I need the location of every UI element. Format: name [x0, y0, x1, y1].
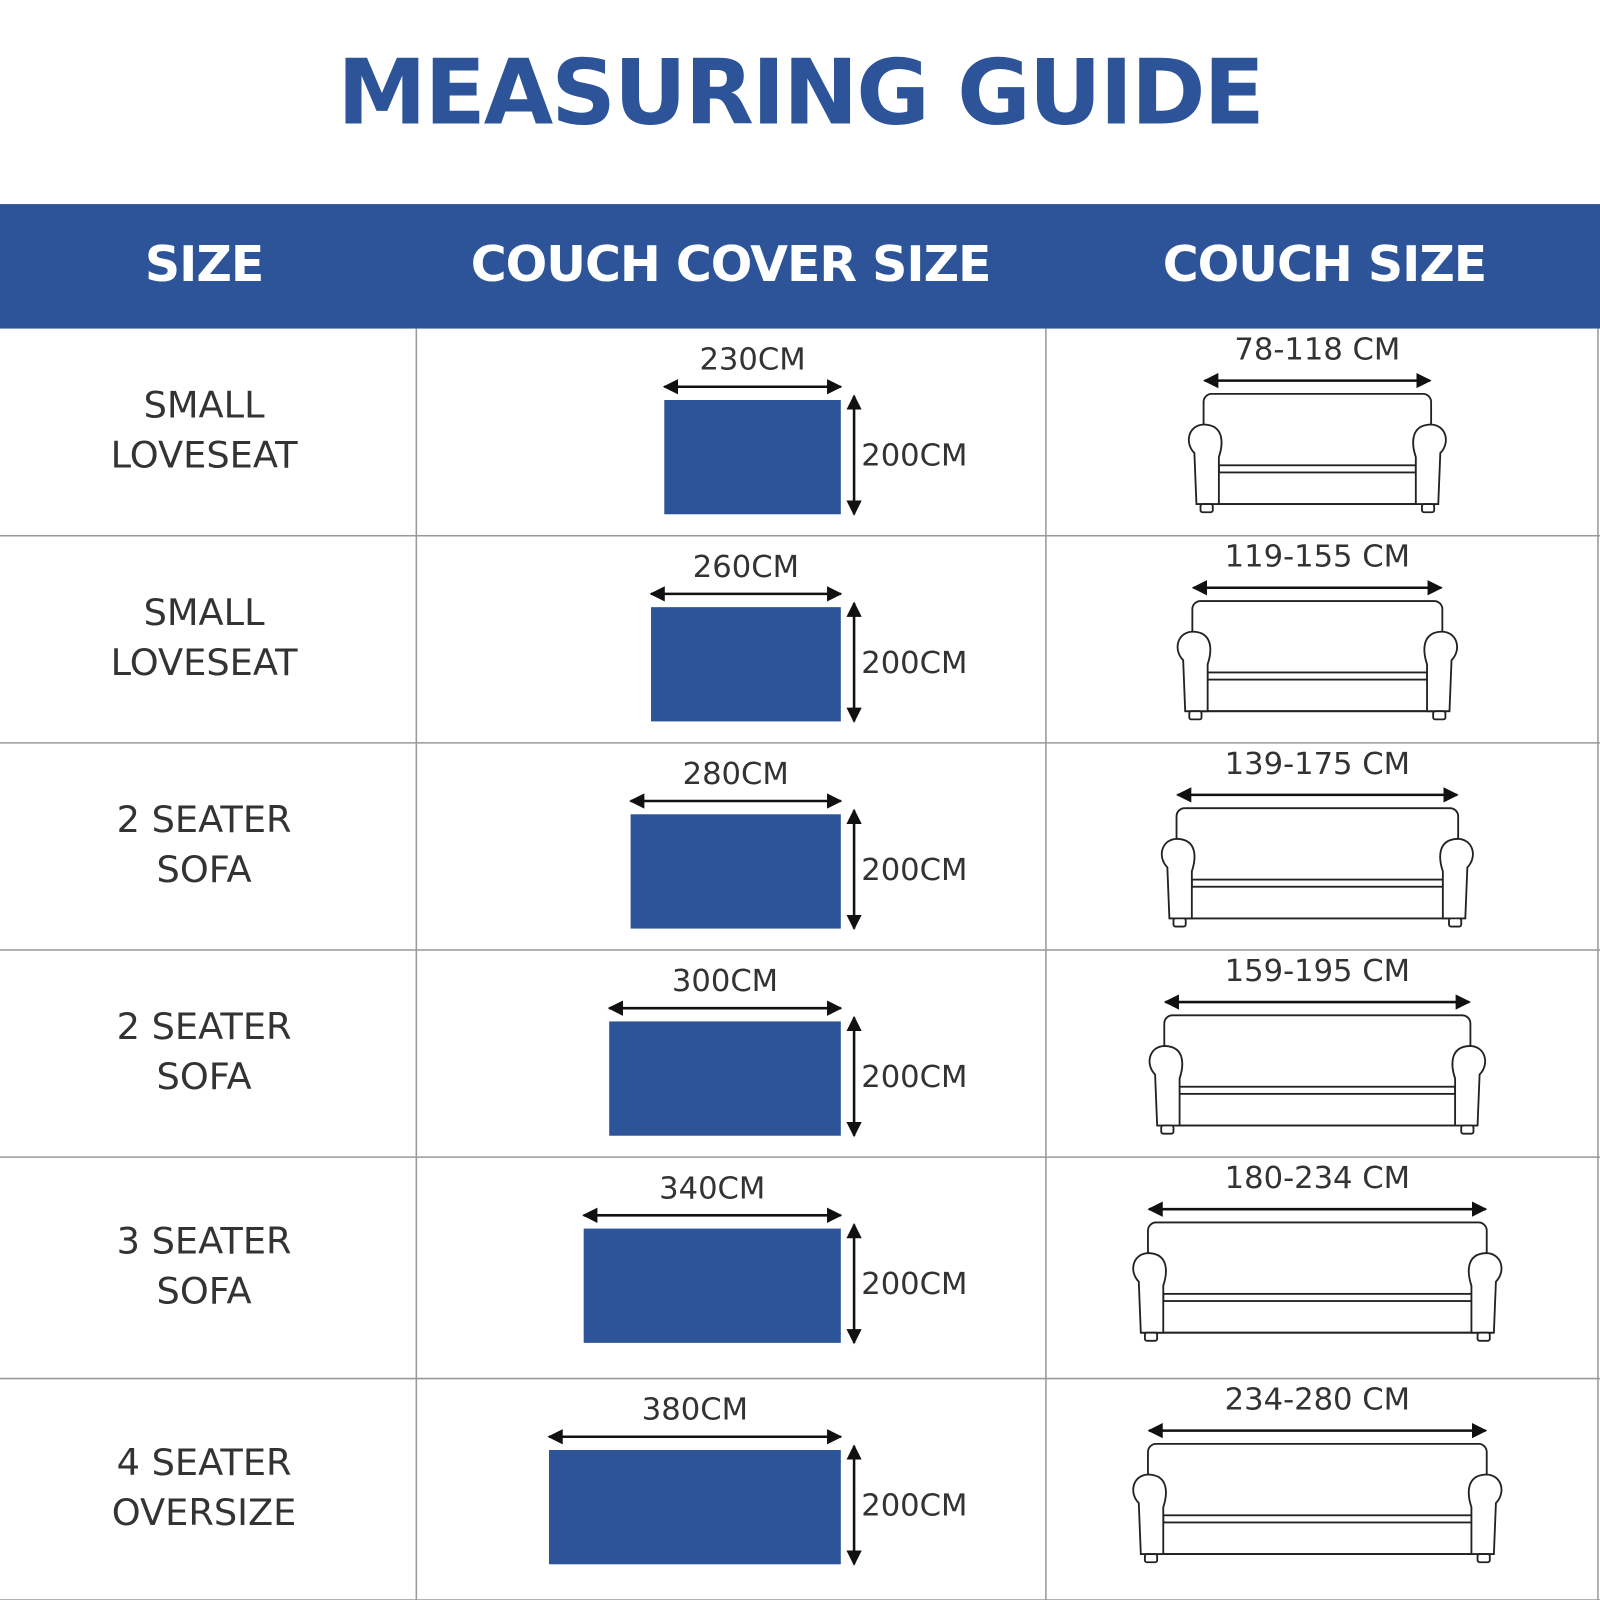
- cover-shape: [609, 1021, 841, 1136]
- couch-width: 234-280 CM: [1225, 1383, 1410, 1418]
- cover-shape: [651, 607, 841, 722]
- title: MEASURING GUIDE: [337, 41, 1263, 145]
- size-label: SOFA: [157, 848, 252, 891]
- couch-arm: [1467, 1473, 1503, 1556]
- couch-back: [1175, 807, 1460, 920]
- couch-arm: [1160, 837, 1196, 920]
- size-label: 2 SEATER: [117, 1005, 292, 1048]
- cover-shape: [548, 1450, 841, 1565]
- couch-leg: [1143, 1331, 1159, 1342]
- size-label: 2 SEATER: [117, 798, 292, 841]
- cover-shape: [664, 400, 841, 515]
- couch-arm: [1467, 1252, 1503, 1334]
- couch-arm: [1132, 1252, 1167, 1334]
- couch-arm: [1423, 630, 1459, 713]
- size-label: 4 SEATER: [117, 1441, 292, 1484]
- cover-shape: [583, 1228, 841, 1343]
- cover-width: 380CM: [642, 1393, 748, 1428]
- header-band: [0, 204, 1600, 329]
- cover-height: 200CM: [861, 646, 967, 681]
- couch-leg: [1476, 1331, 1491, 1342]
- cover-height: 200CM: [861, 853, 967, 888]
- size-label: SMALL: [144, 591, 266, 634]
- cover-width: 230CM: [699, 343, 805, 378]
- header: COUCH COVER SIZE: [471, 236, 991, 293]
- size-label: LOVESEAT: [111, 641, 298, 684]
- header: SIZE: [145, 236, 263, 293]
- cover-height: 200CM: [861, 1060, 967, 1095]
- couch-width: 119-155 CM: [1225, 540, 1410, 575]
- couch-arm: [1187, 423, 1223, 505]
- size-label: LOVESEAT: [111, 434, 298, 477]
- size-label: SOFA: [157, 1269, 252, 1312]
- couch-arm: [1148, 1044, 1184, 1127]
- couch-back: [1147, 1221, 1488, 1334]
- couch-seat: [1206, 671, 1428, 681]
- couch-arm: [1439, 837, 1474, 920]
- couch-width: 159-195 CM: [1225, 954, 1410, 989]
- header: COUCH SIZE: [1163, 236, 1487, 293]
- couch-leg: [1160, 1124, 1175, 1135]
- couch-arm: [1132, 1473, 1167, 1556]
- cover-width: 260CM: [693, 550, 799, 585]
- couch-leg: [1460, 1124, 1475, 1135]
- couch-leg: [1143, 1553, 1159, 1564]
- couch-leg: [1188, 710, 1203, 721]
- couch-arm: [1412, 423, 1447, 505]
- cover-height: 200CM: [861, 1267, 967, 1302]
- size-label: SOFA: [157, 1055, 252, 1098]
- couch-leg: [1432, 710, 1447, 721]
- couch-width: 180-234 CM: [1225, 1161, 1410, 1196]
- couch-seat: [1162, 1514, 1473, 1524]
- cover-width: 280CM: [683, 757, 789, 792]
- cover-height: 200CM: [861, 1489, 967, 1524]
- couch-arm: [1451, 1044, 1487, 1127]
- couch-leg: [1448, 917, 1463, 928]
- cover-width: 340CM: [659, 1171, 765, 1206]
- size-label: 3 SEATER: [117, 1219, 292, 1262]
- size-label: OVERSIZE: [112, 1491, 297, 1534]
- cover-height: 200CM: [861, 439, 967, 474]
- cover-shape: [630, 814, 841, 929]
- couch-leg: [1172, 917, 1187, 928]
- couch-width: 78-118 CM: [1234, 333, 1400, 368]
- couch-width: 139-175 CM: [1225, 747, 1410, 782]
- couch-back: [1191, 600, 1444, 713]
- couch-back: [1202, 392, 1433, 505]
- couch-leg: [1476, 1553, 1491, 1564]
- couch-leg: [1199, 503, 1214, 514]
- size-label: SMALL: [144, 384, 266, 427]
- couch-seat: [1190, 878, 1444, 888]
- couch-leg: [1421, 503, 1436, 514]
- couch-seat: [1217, 464, 1417, 474]
- couch-back: [1163, 1014, 1472, 1127]
- cover-width: 300CM: [672, 964, 778, 999]
- couch-seat: [1162, 1292, 1473, 1302]
- couch-seat: [1178, 1085, 1457, 1095]
- couch-arm: [1176, 630, 1212, 713]
- couch-back: [1147, 1442, 1488, 1555]
